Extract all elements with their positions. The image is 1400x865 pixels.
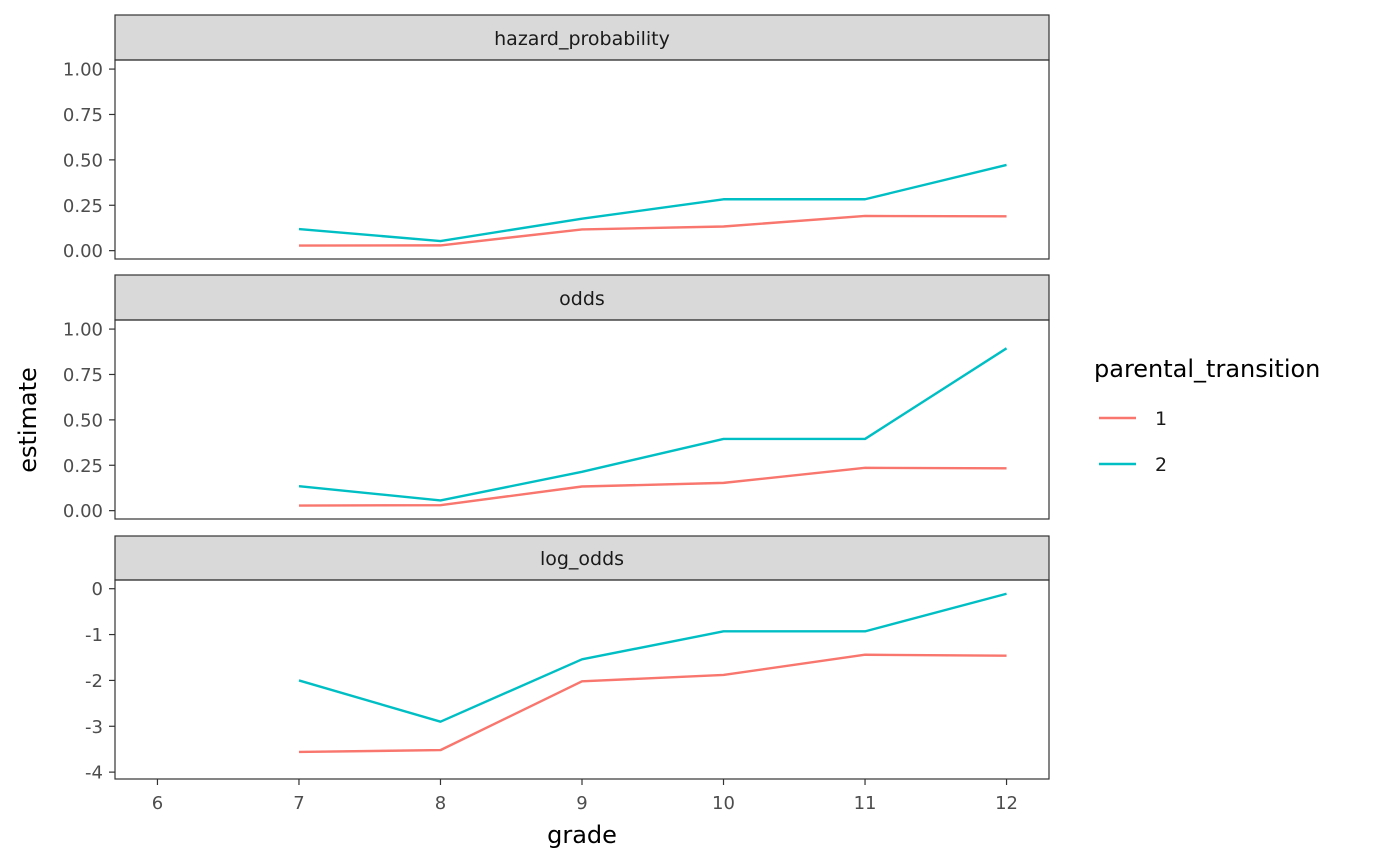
y-tick-label: 1.00 (63, 320, 103, 341)
facet-panel-hazard-probability: hazard_probability 0.00 0.25 0.50 0.75 1.00 (63, 14, 1050, 262)
x-axis-title: grade (547, 821, 617, 849)
x-tick-label: 8 (435, 793, 446, 814)
x-tick-label: 12 (995, 793, 1018, 814)
series-line-2 (298, 163, 1007, 243)
legend: parental_transition 1 2 (1094, 355, 1320, 476)
legend-item-1: 1 (1099, 408, 1167, 430)
facet-strip-label: log_odds (540, 548, 624, 570)
facet-strip (114, 274, 1050, 321)
legend-label: 1 (1155, 408, 1167, 430)
facet-strip (114, 14, 1050, 61)
facet-panel-log-odds: log_odds 0 -1 -2 -3 -4 (85, 535, 1050, 784)
y-tick-label: 1.00 (63, 60, 103, 81)
y-tick-label: 0.00 (63, 241, 103, 262)
facet-strip (114, 535, 1050, 581)
x-tick-label: 11 (854, 793, 877, 814)
facet-panel-odds: odds 0.00 0.25 0.50 0.75 1.00 (63, 274, 1050, 522)
x-tick-label: 6 (152, 793, 163, 814)
y-tick-label: 0.50 (63, 150, 103, 171)
x-axis: 6 7 8 9 10 11 12 (152, 779, 1018, 814)
facet-strip-label: odds (559, 288, 605, 310)
legend-title: parental_transition (1094, 355, 1320, 383)
x-tick-label: 7 (293, 793, 304, 814)
facet-strip-label: hazard_probability (494, 28, 670, 50)
series-line-1 (298, 653, 1007, 754)
y-tick-label: 0.75 (63, 365, 103, 386)
legend-label: 2 (1155, 454, 1167, 476)
y-tick-label: -4 (85, 763, 103, 784)
y-tick-label: 0 (92, 579, 103, 600)
y-tick-label: 0.00 (63, 501, 103, 522)
series-line-1 (298, 466, 1007, 507)
series-line-2 (298, 347, 1008, 502)
y-axis-title: estimate (14, 367, 42, 473)
series-line-2 (298, 592, 1007, 723)
y-tick-label: -2 (85, 671, 103, 692)
x-tick-label: 10 (712, 793, 735, 814)
y-tick-label: 0.50 (63, 410, 103, 431)
y-tick-label: 0.25 (63, 456, 103, 477)
x-tick-label: 9 (576, 793, 587, 814)
y-tick-label: 0.75 (63, 105, 103, 126)
series-line-1 (298, 214, 1007, 247)
y-tick-label: 0.25 (63, 196, 103, 217)
y-tick-label: -1 (85, 625, 103, 646)
legend-item-2: 2 (1099, 454, 1167, 476)
y-tick-label: -3 (85, 717, 103, 738)
